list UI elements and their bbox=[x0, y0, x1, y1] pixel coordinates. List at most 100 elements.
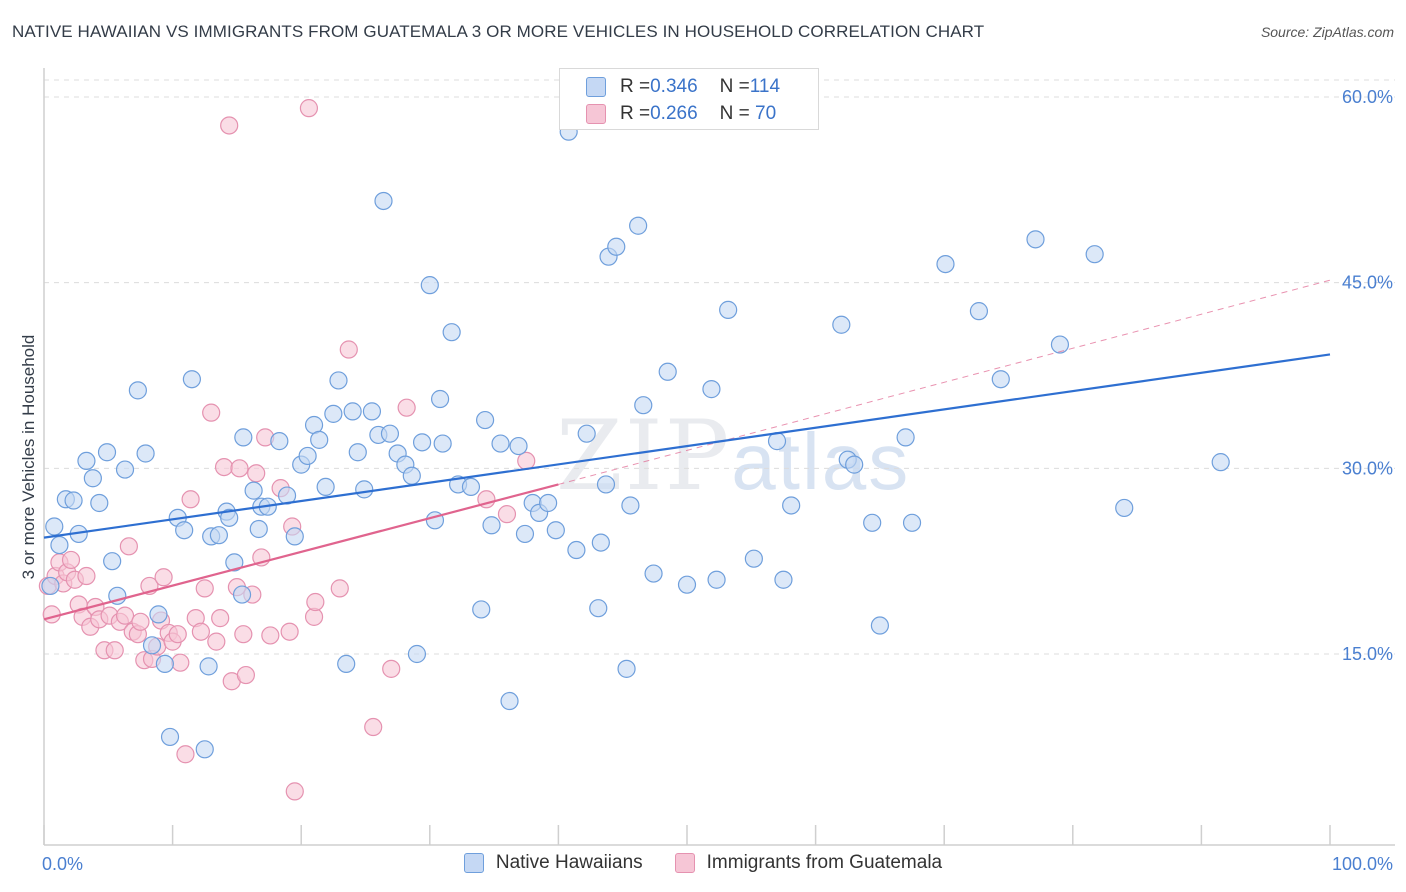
data-point-native-hawaiian bbox=[719, 300, 738, 319]
data-point-guatemala bbox=[234, 625, 253, 644]
data-point-native-hawaiian bbox=[707, 570, 726, 589]
data-point-guatemala bbox=[211, 609, 230, 628]
data-point-native-hawaiian bbox=[617, 659, 636, 678]
data-point-guatemala bbox=[42, 605, 61, 624]
data-point-guatemala bbox=[220, 116, 239, 135]
data-point-native-hawaiian bbox=[491, 434, 510, 453]
legend-swatch-blue bbox=[463, 853, 484, 873]
data-point-native-hawaiian bbox=[515, 524, 535, 544]
data-point-native-hawaiian bbox=[64, 491, 83, 510]
data-point-guatemala bbox=[364, 717, 383, 737]
y-tick-label: 45.0% bbox=[1342, 273, 1393, 293]
data-point-native-hawaiian bbox=[591, 533, 610, 552]
data-point-native-hawaiian bbox=[461, 477, 481, 496]
data-point-native-hawaiian bbox=[155, 654, 174, 674]
data-point-native-hawaiian bbox=[509, 436, 528, 456]
trend-line-native-hawaiian bbox=[43, 353, 1331, 539]
legend-r-label: R = bbox=[620, 76, 651, 97]
legend-swatch-pink bbox=[674, 853, 695, 873]
data-point-native-hawaiian bbox=[442, 323, 461, 342]
data-point-guatemala bbox=[61, 550, 81, 570]
data-point-native-hawaiian bbox=[539, 493, 558, 513]
data-point-native-hawaiian bbox=[430, 389, 450, 409]
data-point-native-hawaiian bbox=[199, 657, 218, 676]
data-point-native-hawaiian bbox=[870, 616, 890, 635]
data-point-guatemala bbox=[330, 579, 349, 598]
data-point-native-hawaiian bbox=[83, 469, 102, 488]
data-point-native-hawaiian bbox=[310, 430, 329, 449]
data-point-guatemala bbox=[171, 653, 190, 672]
data-point-native-hawaiian bbox=[589, 599, 608, 618]
data-point-native-hawaiian bbox=[362, 402, 382, 421]
data-point-guatemala bbox=[382, 659, 401, 678]
data-point-guatemala bbox=[202, 403, 221, 422]
legend-item-native-hawaiians[interactable]: Native Hawaiians bbox=[463, 852, 643, 874]
data-point-guatemala bbox=[77, 566, 96, 586]
x-tick-label: 0.0% bbox=[42, 854, 83, 874]
data-point-native-hawaiian bbox=[475, 410, 495, 430]
data-point-guatemala bbox=[191, 622, 210, 641]
data-point-native-hawaiian bbox=[337, 654, 356, 674]
legend-r-value: 0.346 bbox=[650, 76, 698, 97]
data-point-guatemala bbox=[214, 457, 234, 477]
data-point-native-hawaiian bbox=[991, 370, 1010, 389]
source-label: Source: ZipAtlas.com bbox=[1260, 24, 1394, 40]
data-point-native-hawaiian bbox=[658, 362, 677, 381]
legend-n-label: N = bbox=[719, 76, 750, 97]
axes bbox=[43, 68, 1395, 846]
data-point-native-hawaiian bbox=[234, 428, 253, 447]
data-point-native-hawaiian bbox=[420, 276, 439, 295]
data-point-native-hawaiian bbox=[863, 513, 882, 532]
legend-label-guatemala: Immigrants from Guatemala bbox=[706, 852, 943, 873]
data-point-native-hawaiian bbox=[97, 443, 117, 462]
data-point-native-hawaiian bbox=[896, 428, 915, 447]
x-tick-label: 100.0% bbox=[1332, 854, 1393, 874]
data-point-guatemala bbox=[154, 568, 173, 587]
data-point-guatemala bbox=[261, 626, 280, 645]
data-point-guatemala bbox=[247, 464, 266, 483]
watermark-zip: ZIP bbox=[556, 400, 732, 512]
data-point-native-hawaiian bbox=[1211, 453, 1230, 472]
data-point-native-hawaiian bbox=[232, 585, 252, 604]
data-point-native-hawaiian bbox=[103, 552, 122, 571]
data-point-native-hawaiian bbox=[128, 381, 147, 400]
watermark-atlas: atlas bbox=[731, 417, 911, 506]
zipatlas-watermark: ZIPatlas bbox=[556, 400, 910, 512]
data-point-guatemala bbox=[397, 398, 416, 417]
data-point-native-hawaiian bbox=[175, 521, 194, 540]
data-point-native-hawaiian bbox=[472, 600, 491, 619]
data-point-native-hawaiian bbox=[782, 496, 801, 515]
data-point-guatemala bbox=[230, 459, 249, 478]
data-point-native-hawaiian bbox=[577, 424, 596, 443]
data-point-native-hawaiian bbox=[136, 444, 155, 463]
data-point-native-hawaiian bbox=[348, 443, 367, 462]
legend-item-guatemala[interactable]: Immigrants from Guatemala bbox=[674, 852, 943, 874]
data-point-guatemala bbox=[497, 505, 517, 524]
data-point-guatemala bbox=[105, 641, 124, 660]
legend-swatch-blue bbox=[586, 77, 606, 97]
data-point-native-hawaiian bbox=[621, 496, 640, 515]
data-point-guatemala bbox=[299, 99, 319, 118]
data-point-native-hawaiian bbox=[1026, 230, 1045, 249]
data-point-native-hawaiian bbox=[774, 570, 793, 589]
data-point-native-hawaiian bbox=[298, 446, 317, 466]
legend-row-guatemala: R = 0.266 N = 70 bbox=[586, 101, 776, 127]
data-point-native-hawaiian bbox=[677, 575, 697, 594]
data-point-guatemala bbox=[115, 606, 135, 625]
data-point-guatemala bbox=[176, 745, 195, 764]
data-point-native-hawaiian bbox=[244, 481, 263, 500]
data-point-native-hawaiian bbox=[380, 424, 400, 443]
data-point-native-hawaiian bbox=[936, 255, 955, 274]
data-point-native-hawaiian bbox=[1085, 245, 1104, 264]
data-point-native-hawaiian bbox=[482, 516, 501, 535]
data-point-native-hawaiian bbox=[45, 517, 64, 536]
data-point-native-hawaiian bbox=[407, 644, 427, 664]
data-point-native-hawaiian bbox=[832, 315, 851, 334]
data-point-native-hawaiian bbox=[329, 371, 348, 390]
data-point-native-hawaiian bbox=[355, 480, 374, 499]
data-point-native-hawaiian bbox=[374, 191, 393, 211]
data-point-native-hawaiian bbox=[902, 513, 922, 532]
correlation-legend: R = 0.346 N = 114 R = 0.266 N = 70 bbox=[559, 68, 819, 130]
legend-n-label: N = bbox=[719, 103, 750, 124]
